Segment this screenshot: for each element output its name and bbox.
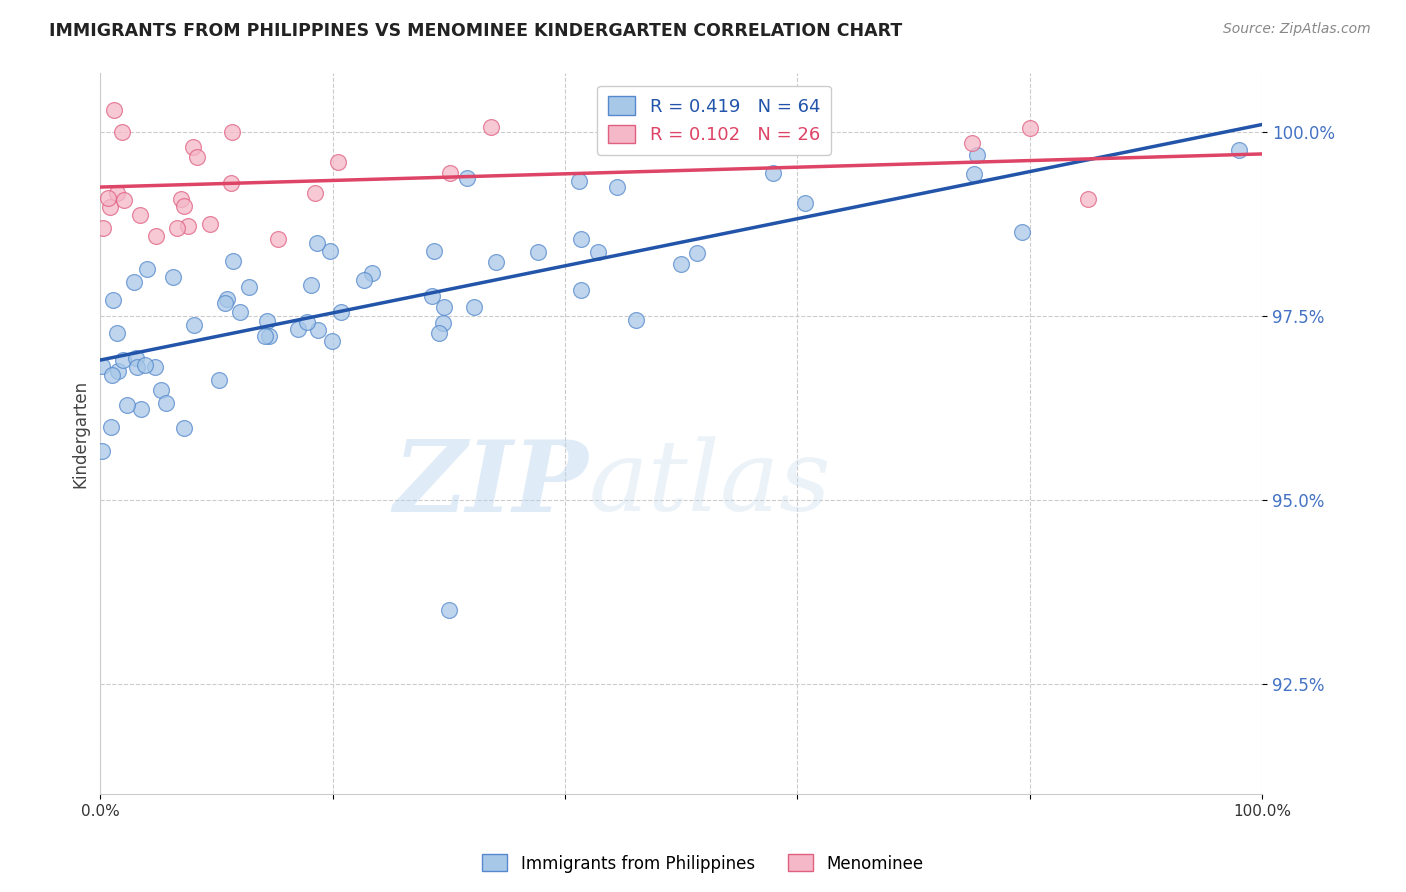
Point — [793, 195, 815, 210]
Point — [217, 292, 239, 306]
Point — [966, 148, 988, 162]
Point — [432, 316, 454, 330]
Point — [433, 300, 456, 314]
Point — [423, 244, 446, 258]
Point — [100, 419, 122, 434]
Point — [295, 315, 318, 329]
Point — [105, 186, 128, 201]
Point — [101, 368, 124, 383]
Point — [238, 280, 260, 294]
Point — [221, 125, 243, 139]
Point — [330, 305, 353, 319]
Point — [155, 396, 177, 410]
Point — [186, 150, 208, 164]
Point — [427, 326, 450, 340]
Point — [586, 244, 609, 259]
Point — [135, 262, 157, 277]
Point — [606, 180, 628, 194]
Point — [299, 277, 322, 292]
Point — [456, 170, 478, 185]
Point — [485, 255, 508, 269]
Point — [960, 136, 983, 150]
Point — [963, 167, 986, 181]
Point — [463, 300, 485, 314]
Point — [256, 314, 278, 328]
Point — [166, 220, 188, 235]
Point — [479, 120, 502, 135]
Point — [173, 199, 195, 213]
Point — [125, 359, 148, 374]
Point — [208, 373, 231, 387]
Point — [145, 228, 167, 243]
Point — [254, 329, 277, 343]
Point — [1077, 192, 1099, 206]
Point — [177, 219, 200, 234]
Point — [93, 221, 115, 235]
Point — [143, 360, 166, 375]
Point — [122, 275, 145, 289]
Point — [527, 245, 550, 260]
Point — [214, 296, 236, 310]
Point — [437, 603, 460, 617]
Point — [326, 154, 349, 169]
Point — [569, 283, 592, 297]
Point — [198, 217, 221, 231]
Point — [101, 293, 124, 308]
Point — [624, 313, 647, 327]
Point — [287, 322, 309, 336]
Point — [181, 140, 204, 154]
Point — [439, 166, 461, 180]
Point — [170, 192, 193, 206]
Point — [267, 232, 290, 246]
Text: Source: ZipAtlas.com: Source: ZipAtlas.com — [1223, 22, 1371, 37]
Point — [134, 358, 156, 372]
Point — [259, 329, 281, 343]
Point — [319, 244, 342, 259]
Text: ZIP: ZIP — [394, 436, 588, 533]
Point — [321, 334, 343, 349]
Point — [129, 401, 152, 416]
Text: IMMIGRANTS FROM PHILIPPINES VS MENOMINEE KINDERGARTEN CORRELATION CHART: IMMIGRANTS FROM PHILIPPINES VS MENOMINEE… — [49, 22, 903, 40]
Point — [183, 318, 205, 333]
Point — [1227, 143, 1250, 157]
Point — [304, 186, 326, 201]
Point — [222, 254, 245, 268]
Text: atlas: atlas — [588, 436, 831, 532]
Point — [115, 398, 138, 412]
Y-axis label: Kindergarten: Kindergarten — [72, 380, 89, 488]
Point — [112, 353, 135, 368]
Point — [307, 235, 329, 250]
Point — [125, 351, 148, 365]
Point — [111, 125, 134, 139]
Point — [103, 103, 125, 117]
Point — [97, 190, 120, 204]
Point — [361, 266, 384, 280]
Point — [112, 193, 135, 207]
Point — [761, 166, 783, 180]
Point — [686, 245, 709, 260]
Point — [105, 326, 128, 340]
Point — [91, 359, 114, 373]
Point — [671, 257, 693, 271]
Legend: R = 0.419   N = 64, R = 0.102   N = 26: R = 0.419 N = 64, R = 0.102 N = 26 — [598, 86, 831, 155]
Point — [1011, 225, 1033, 239]
Point — [149, 384, 172, 398]
Point — [569, 232, 592, 246]
Point — [219, 176, 242, 190]
Legend: Immigrants from Philippines, Menominee: Immigrants from Philippines, Menominee — [475, 847, 931, 880]
Point — [420, 288, 443, 302]
Point — [162, 269, 184, 284]
Point — [568, 174, 591, 188]
Point — [1018, 121, 1040, 136]
Point — [98, 200, 121, 214]
Point — [107, 364, 129, 378]
Point — [353, 273, 375, 287]
Point — [229, 305, 252, 319]
Point — [129, 208, 152, 222]
Point — [91, 443, 114, 458]
Point — [173, 421, 195, 435]
Point — [307, 323, 329, 337]
